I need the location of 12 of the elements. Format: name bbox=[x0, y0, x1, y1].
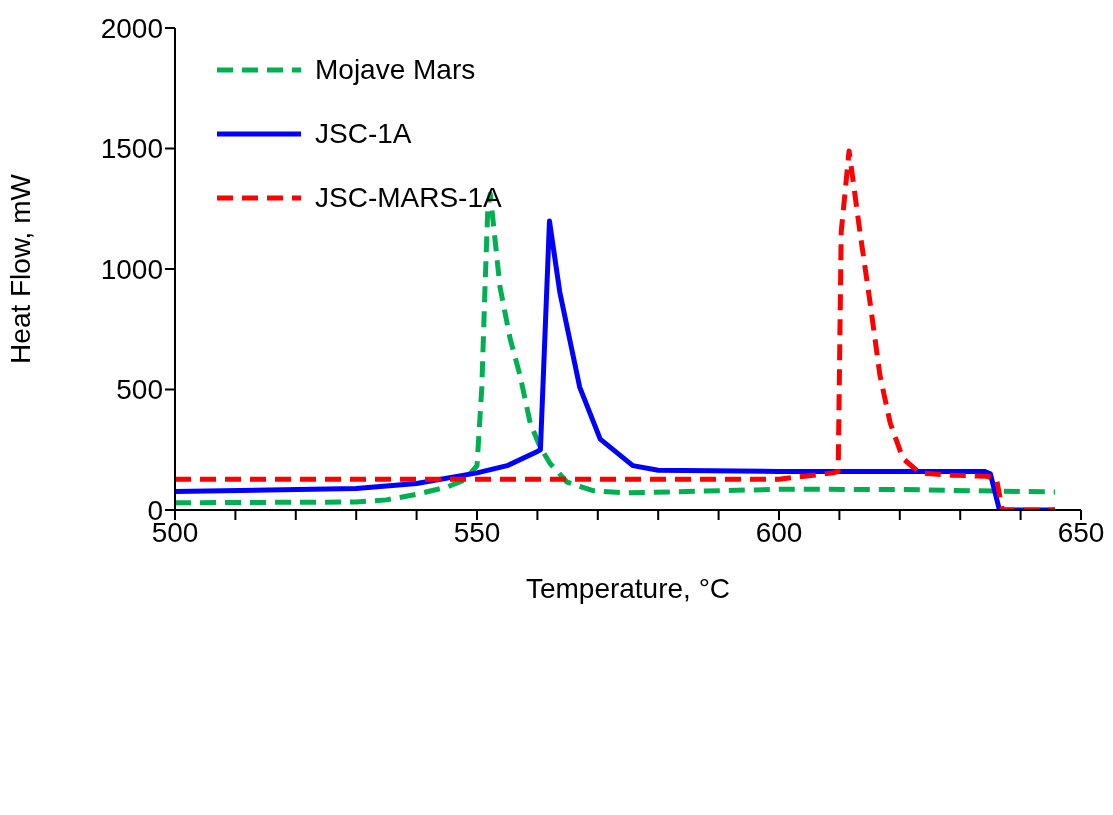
y-axis-title: Heat Flow, mW bbox=[4, 173, 36, 364]
y-tick-label: 500 bbox=[116, 374, 163, 406]
x-tick-label: 550 bbox=[453, 516, 501, 548]
y-tick-label: 1000 bbox=[100, 253, 163, 285]
x-tick-label: 650 bbox=[1057, 516, 1105, 548]
x-axis-title: Temperature, °C bbox=[525, 573, 731, 604]
y-tick-label: 2000 bbox=[100, 12, 163, 44]
y-tick-label: 1500 bbox=[100, 133, 163, 165]
legend-label: JSC-1A bbox=[315, 118, 412, 150]
x-tick-label: 600 bbox=[755, 516, 803, 548]
legend-label: Mojave Mars bbox=[315, 54, 476, 86]
legend-label: JSC-MARS-1A bbox=[315, 182, 502, 214]
